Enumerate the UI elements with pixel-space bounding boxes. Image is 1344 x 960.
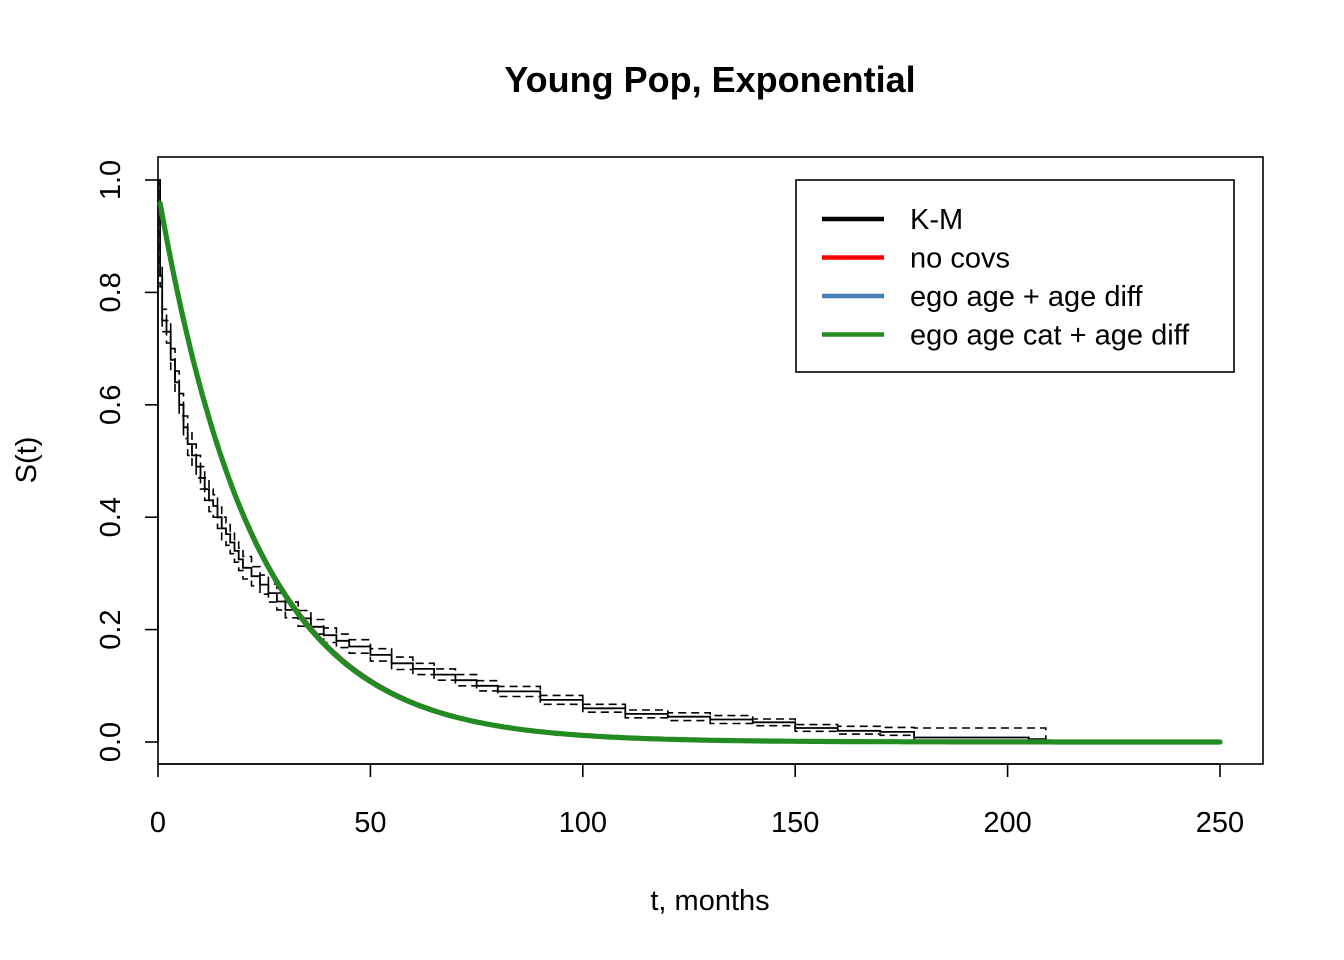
legend-entry: no covs (822, 243, 1010, 275)
y-tick-label: 0.0 (95, 722, 127, 762)
x-tick-label: 100 (559, 807, 607, 839)
x-axis-label: t, months (650, 885, 769, 917)
y-tick-label: 1.0 (95, 160, 127, 200)
legend: K-M no covs ego age + age diff ego age cat … (795, 179, 1235, 373)
plot-area (157, 179, 1223, 745)
x-tick-label: 250 (1196, 807, 1244, 839)
legend-label: no covs (910, 243, 1010, 275)
y-tick-label: 0.6 (95, 385, 127, 425)
y-tick-label: 0.4 (95, 497, 127, 537)
x-tick-label: 200 (983, 807, 1031, 839)
y-tick-label: 0.8 (95, 272, 127, 312)
legend-label: ego age + age diff (910, 281, 1143, 313)
x-tick-label: 0 (150, 807, 166, 839)
legend-label: ego age cat + age diff (910, 320, 1190, 352)
x-tick-label: 150 (771, 807, 819, 839)
y-axis: 0.0 0.2 0.4 0.6 0.8 1.0 (95, 160, 159, 762)
fit-line-ego-age-cat-age-diff (157, 200, 1223, 745)
chart-title: Young Pop, Exponential (504, 59, 915, 100)
km-ci-lower-line (158, 179, 1047, 743)
y-axis-label: S(t) (11, 437, 43, 484)
legend-box (795, 179, 1235, 373)
legend-entry: ego age cat + age diff (822, 320, 1190, 352)
legend-entry: ego age + age diff (822, 281, 1143, 313)
km-ci-upper-line (158, 179, 1047, 742)
legend-label: K-M (910, 204, 963, 236)
x-axis: 0 50 100 150 200 250 (150, 763, 1244, 839)
km-survival-line (158, 179, 1047, 742)
x-tick-label: 50 (354, 807, 386, 839)
legend-entry: K-M (822, 204, 963, 236)
y-tick-label: 0.2 (95, 609, 127, 649)
